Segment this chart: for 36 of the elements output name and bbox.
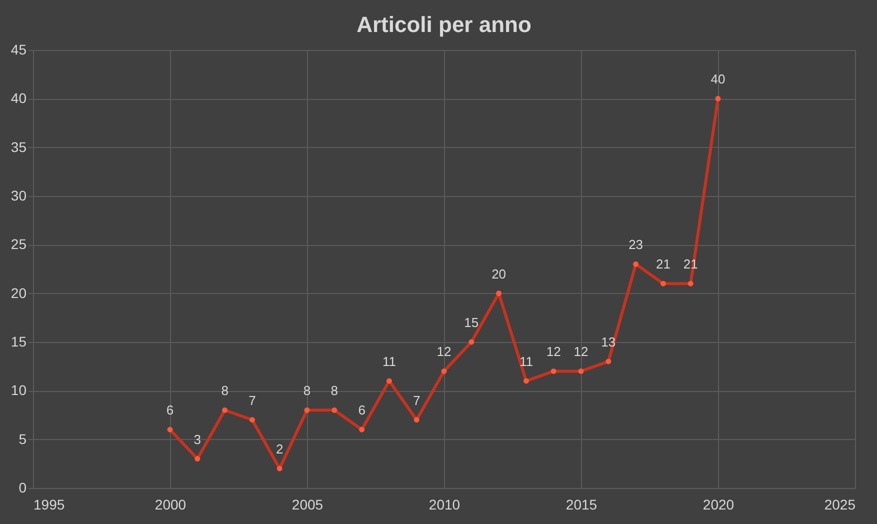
y-tick-label: 10 (10, 382, 27, 398)
y-tick-label: 45 (10, 42, 27, 58)
data-label: 12 (574, 344, 588, 360)
y-tick-label: 30 (10, 188, 27, 204)
data-label: 3 (194, 432, 202, 447)
x-tick-label: 2025 (824, 496, 856, 512)
x-tick-label: 2005 (292, 496, 324, 512)
data-label: 8 (221, 383, 228, 398)
data-label: 8 (330, 383, 338, 398)
y-tick-label: 15 (10, 334, 27, 350)
data-label: 12 (546, 344, 561, 360)
y-tick-label: 20 (10, 284, 27, 301)
data-label: 6 (358, 402, 366, 418)
data-label: 40 (710, 72, 726, 87)
y-tick-label: 40 (10, 90, 27, 106)
x-tick-label: 2010 (428, 496, 460, 512)
chart-title: Articoli per anno (356, 12, 532, 37)
x-tick-label: 2015 (566, 496, 598, 512)
data-label: 11 (382, 354, 396, 369)
y-tick-label: 0 (18, 480, 27, 496)
data-label: 12 (436, 344, 452, 360)
y-tick-label: 35 (10, 138, 27, 155)
y-tick-label: 5 (18, 430, 27, 447)
data-label: 15 (464, 315, 479, 330)
y-tick-label: 25 (10, 236, 27, 252)
x-tick-label: 1995 (34, 496, 65, 512)
data-label: 7 (412, 392, 420, 408)
data-label: 23 (628, 237, 644, 252)
data-label: 21 (656, 256, 670, 272)
data-label: 20 (492, 266, 506, 282)
x-tick-label: 2000 (154, 496, 186, 512)
data-label: 6 (166, 402, 174, 418)
data-label: 2 (276, 442, 284, 457)
x-tick-label: 2020 (702, 496, 734, 512)
data-label: 7 (248, 392, 256, 408)
data-label: 8 (303, 383, 311, 398)
